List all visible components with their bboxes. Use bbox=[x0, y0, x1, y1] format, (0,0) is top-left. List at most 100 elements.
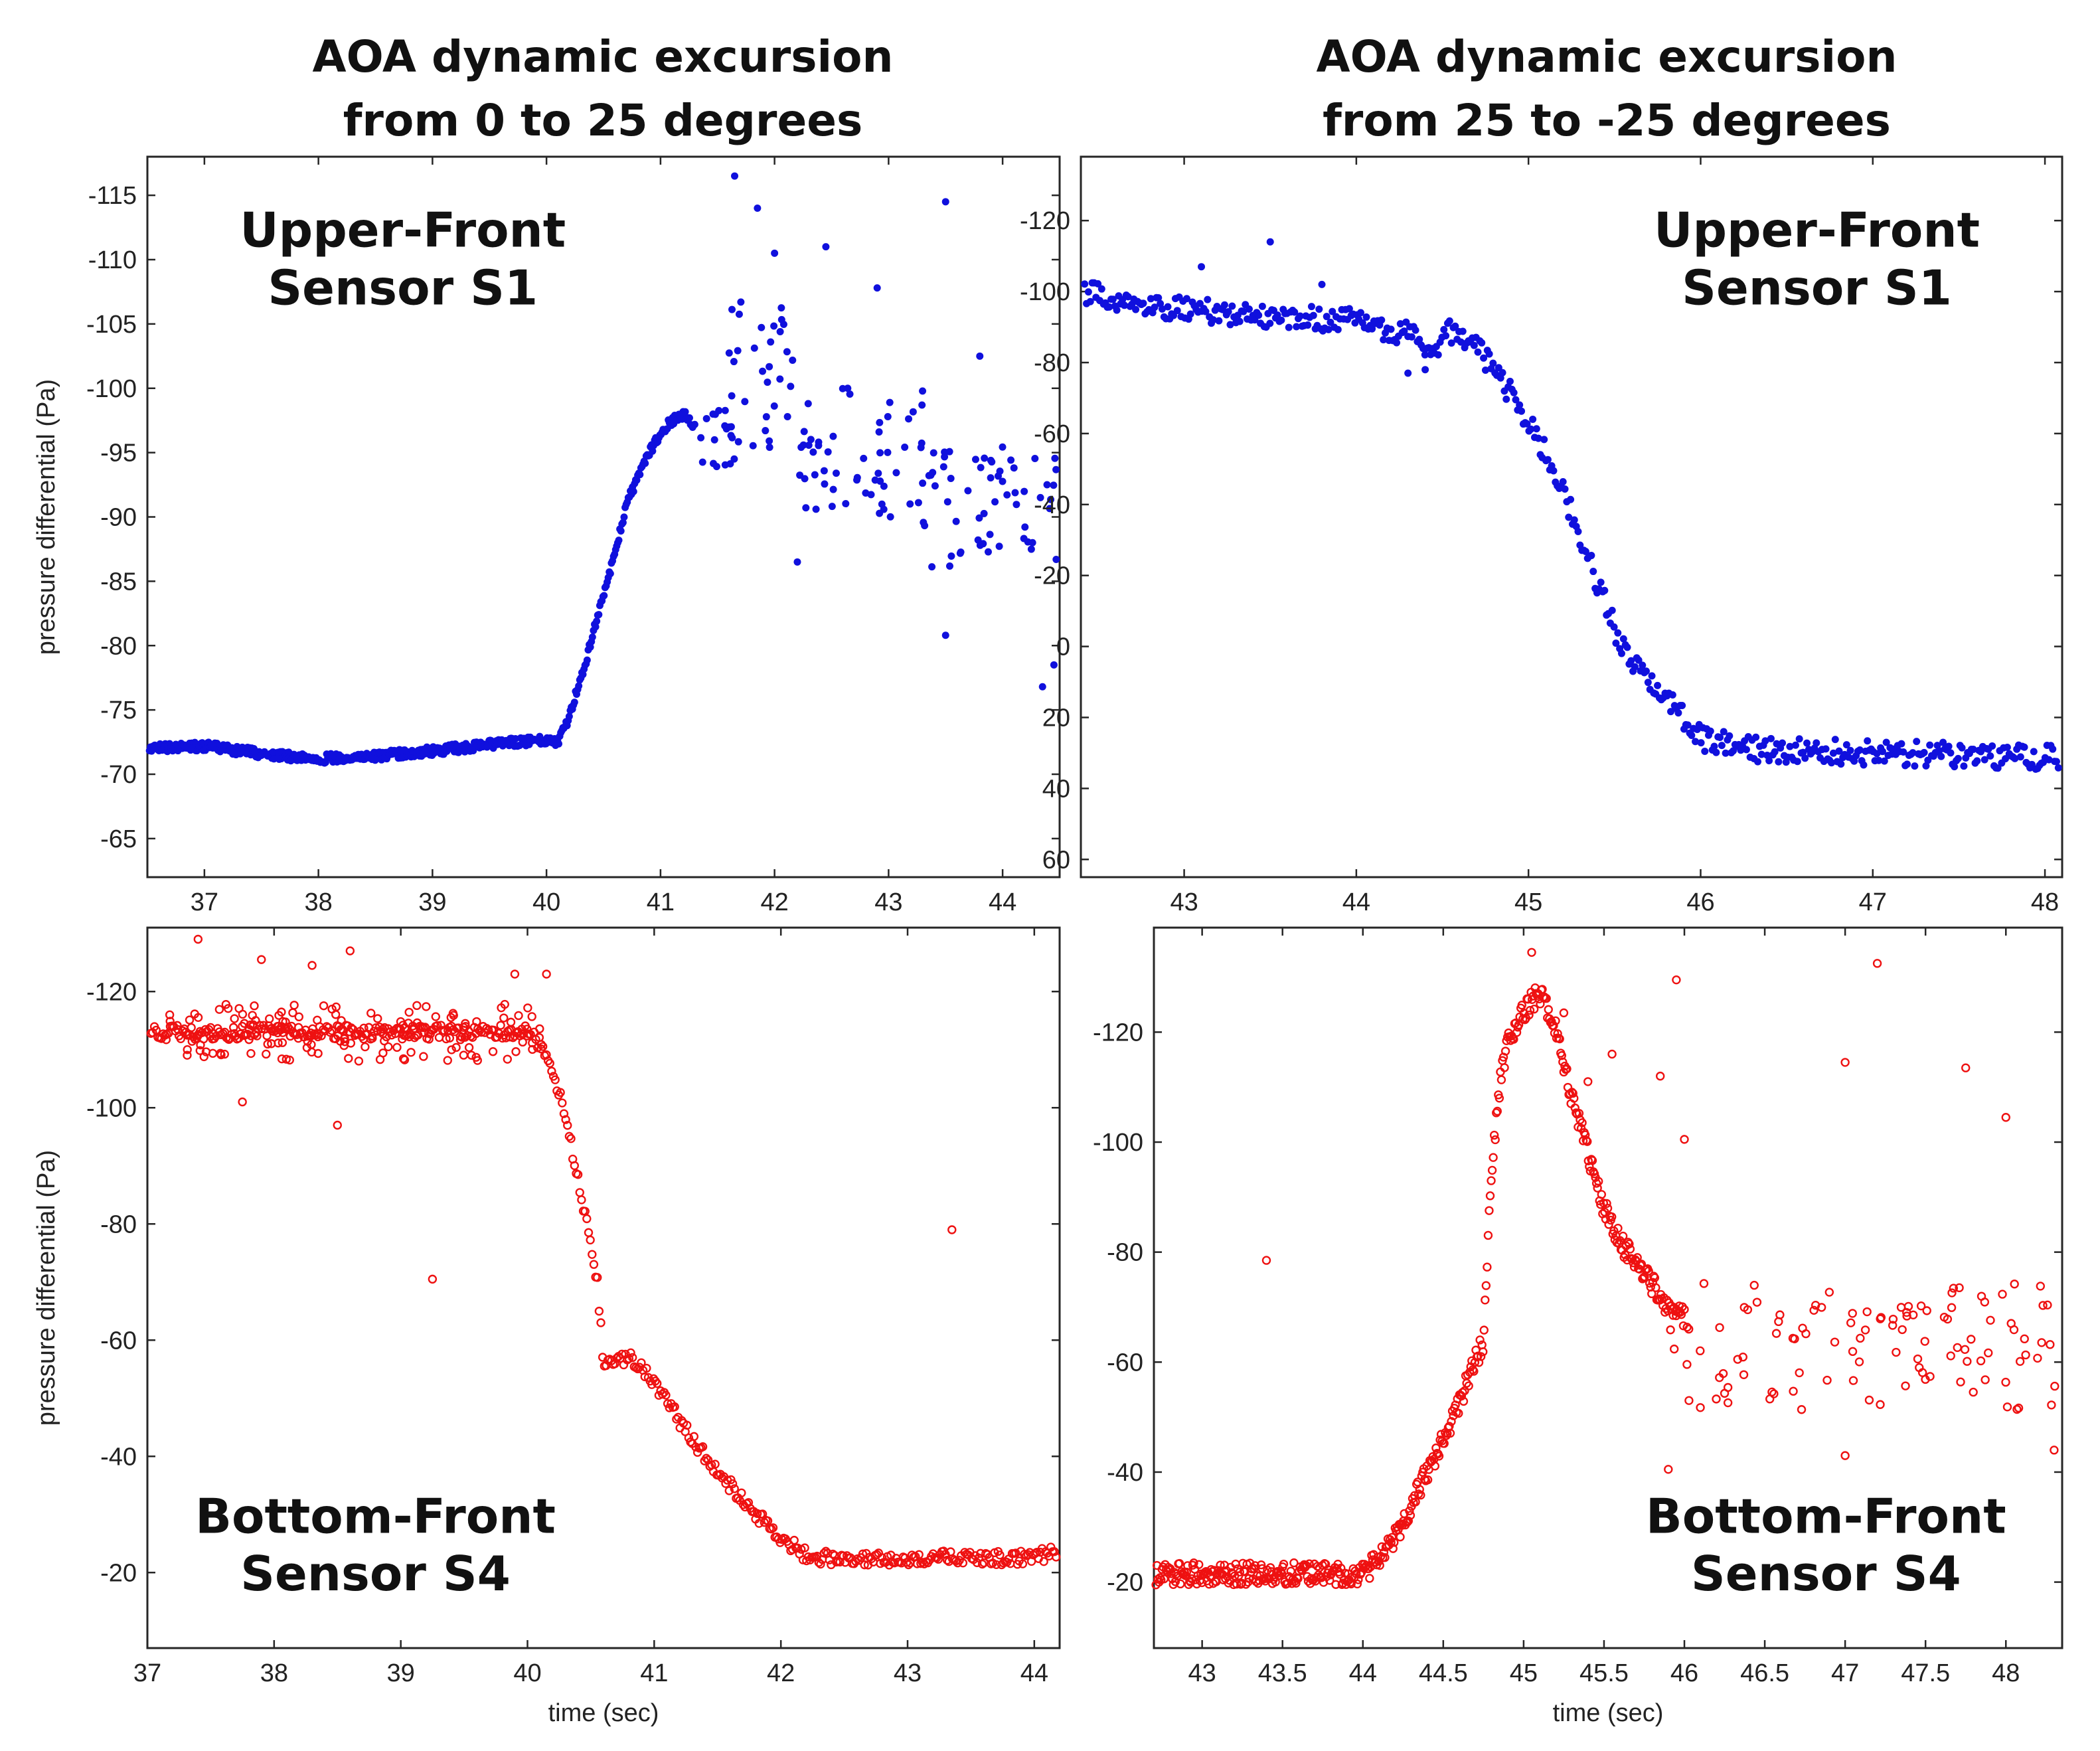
data-point bbox=[1007, 456, 1015, 464]
data-point bbox=[1393, 339, 1401, 347]
data-point bbox=[554, 740, 562, 748]
data-point bbox=[262, 1049, 271, 1059]
data-point bbox=[1947, 1288, 1957, 1297]
data-point bbox=[193, 934, 203, 944]
data-point bbox=[2020, 743, 2028, 751]
data-point bbox=[1574, 528, 1582, 536]
data-point bbox=[1445, 317, 1453, 325]
data-point bbox=[229, 1023, 238, 1032]
data-point bbox=[947, 552, 955, 560]
y-tick-label: -60 bbox=[1107, 1349, 1143, 1376]
data-point bbox=[1481, 1295, 1490, 1305]
data-point bbox=[1224, 308, 1232, 316]
data-point bbox=[984, 548, 992, 556]
y-axis-label: pressure differential (Pa) bbox=[33, 379, 60, 655]
data-point bbox=[1567, 495, 1575, 503]
data-point bbox=[1182, 295, 1190, 303]
data-point bbox=[281, 1017, 290, 1027]
data-point bbox=[766, 363, 773, 371]
data-point bbox=[1986, 752, 1994, 760]
data-point bbox=[1279, 1559, 1289, 1569]
data-point bbox=[2045, 756, 2053, 764]
data-point bbox=[1562, 1064, 1572, 1074]
data-point bbox=[455, 1035, 465, 1044]
data-point bbox=[368, 1031, 377, 1041]
data-point bbox=[1803, 739, 1811, 747]
data-point bbox=[442, 1034, 451, 1044]
y-tick-label: -100 bbox=[1093, 1129, 1143, 1157]
data-point bbox=[339, 1041, 349, 1050]
data-point bbox=[802, 504, 810, 512]
data-point bbox=[1277, 316, 1285, 324]
data-point bbox=[1415, 335, 1423, 343]
column-title-left-line2: from 0 to 25 degrees bbox=[343, 95, 863, 146]
data-point bbox=[905, 415, 913, 423]
data-point bbox=[2047, 1400, 2056, 1410]
data-point bbox=[1846, 1318, 1856, 1327]
data-point bbox=[697, 434, 705, 442]
data-point bbox=[1236, 317, 1244, 325]
data-point bbox=[246, 1020, 255, 1030]
data-point bbox=[1921, 1375, 1930, 1384]
data-point bbox=[860, 454, 868, 462]
data-point bbox=[433, 1021, 442, 1031]
data-point bbox=[975, 514, 983, 522]
data-point bbox=[874, 469, 882, 477]
data-point bbox=[496, 1021, 505, 1030]
data-point bbox=[943, 498, 951, 506]
data-point bbox=[426, 1025, 436, 1035]
y-tick-label: -60 bbox=[1034, 420, 1070, 448]
data-point bbox=[1474, 348, 1482, 356]
data-point bbox=[1864, 737, 1872, 745]
data-point bbox=[931, 482, 939, 490]
data-point bbox=[947, 1225, 957, 1234]
data-point bbox=[1408, 333, 1415, 341]
data-point bbox=[1587, 552, 1595, 560]
data-point bbox=[1771, 748, 1779, 756]
data-point bbox=[1485, 350, 1493, 358]
data-point bbox=[1559, 1008, 1569, 1018]
data-point bbox=[1775, 1310, 1785, 1319]
data-point bbox=[1980, 1375, 1990, 1384]
data-point bbox=[925, 471, 933, 479]
data-point bbox=[1525, 1005, 1535, 1015]
data-point bbox=[1822, 1375, 1832, 1385]
data-point bbox=[672, 1414, 681, 1424]
data-point bbox=[550, 1075, 560, 1084]
data-point bbox=[1204, 295, 1212, 303]
data-point bbox=[1644, 679, 1652, 687]
data-point bbox=[1551, 1016, 1560, 1026]
data-point bbox=[556, 1088, 565, 1097]
y-tick-label: -115 bbox=[88, 182, 137, 210]
data-point bbox=[980, 509, 988, 517]
data-point bbox=[1036, 493, 1044, 501]
data-point bbox=[361, 1042, 370, 1052]
y-tick-label: -20 bbox=[1107, 1569, 1143, 1597]
data-point bbox=[1811, 1300, 1820, 1310]
data-point bbox=[250, 1001, 259, 1011]
data-point bbox=[1327, 318, 1334, 326]
data-point bbox=[1618, 1231, 1628, 1241]
data-point bbox=[1380, 1552, 1390, 1562]
data-point bbox=[419, 1052, 428, 1061]
data-point bbox=[787, 382, 795, 390]
data-point bbox=[307, 961, 317, 970]
data-point bbox=[518, 1037, 527, 1047]
data-point bbox=[822, 243, 830, 251]
data-point bbox=[575, 682, 583, 690]
data-point bbox=[1909, 749, 1917, 757]
data-point bbox=[1553, 1029, 1562, 1039]
data-point bbox=[327, 1026, 337, 1035]
data-point bbox=[1024, 538, 1032, 546]
data-point bbox=[1998, 1290, 2007, 1299]
data-point bbox=[764, 378, 771, 386]
data-point bbox=[1109, 295, 1117, 303]
data-point bbox=[2037, 1338, 2046, 1347]
data-point bbox=[626, 1348, 635, 1358]
data-point bbox=[1935, 747, 1943, 755]
data-point bbox=[642, 1363, 651, 1373]
data-point bbox=[577, 1195, 586, 1205]
data-point bbox=[752, 1509, 762, 1519]
data-point bbox=[2009, 1325, 2019, 1335]
data-point bbox=[592, 623, 600, 631]
